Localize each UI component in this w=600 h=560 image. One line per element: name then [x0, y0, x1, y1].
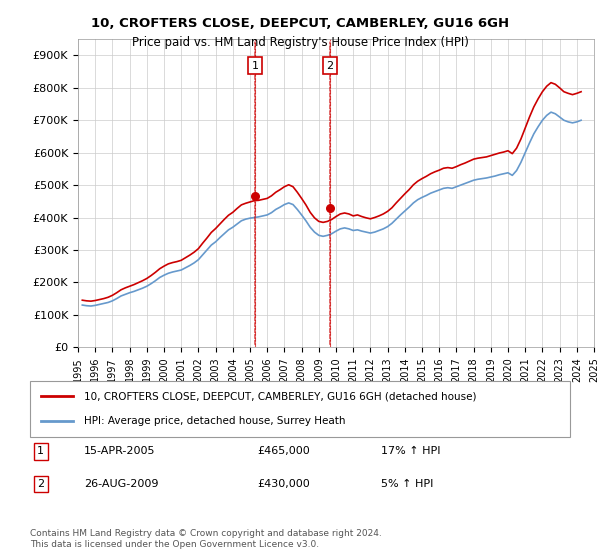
Text: 10, CROFTERS CLOSE, DEEPCUT, CAMBERLEY, GU16 6GH: 10, CROFTERS CLOSE, DEEPCUT, CAMBERLEY, … [91, 17, 509, 30]
Text: 5% ↑ HPI: 5% ↑ HPI [381, 479, 433, 489]
Text: HPI: Average price, detached house, Surrey Heath: HPI: Average price, detached house, Surr… [84, 416, 346, 426]
FancyBboxPatch shape [30, 381, 570, 437]
Text: 17% ↑ HPI: 17% ↑ HPI [381, 446, 440, 456]
Text: £465,000: £465,000 [257, 446, 310, 456]
Text: 1: 1 [251, 60, 259, 71]
Text: Price paid vs. HM Land Registry's House Price Index (HPI): Price paid vs. HM Land Registry's House … [131, 36, 469, 49]
Text: £430,000: £430,000 [257, 479, 310, 489]
Text: 10, CROFTERS CLOSE, DEEPCUT, CAMBERLEY, GU16 6GH (detached house): 10, CROFTERS CLOSE, DEEPCUT, CAMBERLEY, … [84, 391, 476, 402]
Point [325, 203, 335, 212]
Text: 26-AUG-2009: 26-AUG-2009 [84, 479, 158, 489]
Point [250, 192, 260, 201]
Text: 2: 2 [37, 479, 44, 489]
Text: 15-APR-2005: 15-APR-2005 [84, 446, 155, 456]
Text: 2: 2 [326, 60, 334, 71]
Text: Contains HM Land Registry data © Crown copyright and database right 2024.
This d: Contains HM Land Registry data © Crown c… [30, 529, 382, 549]
Text: 1: 1 [37, 446, 44, 456]
